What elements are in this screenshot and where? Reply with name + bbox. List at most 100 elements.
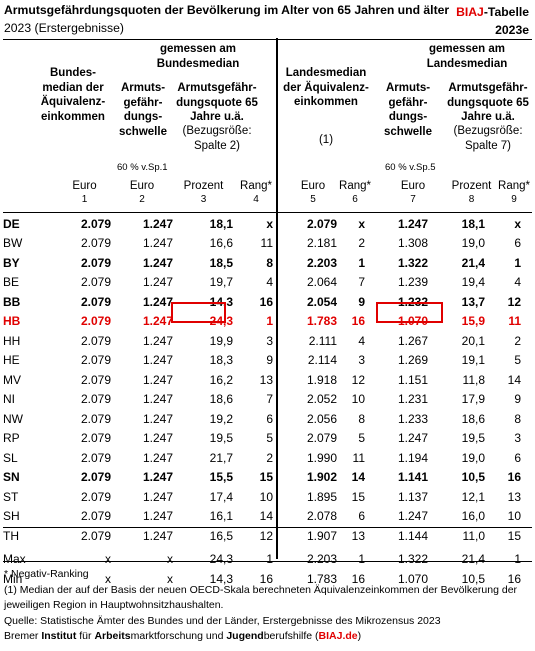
spacer-cell bbox=[273, 468, 281, 488]
header-schwelle-bund: Armuts-gefähr-dungs-schwelle bbox=[119, 82, 167, 138]
institute-part: Bremer bbox=[4, 630, 42, 642]
cell-aqb: 15,5 bbox=[209, 470, 233, 485]
cell-rb: 1 bbox=[266, 552, 273, 567]
cell-rl: 13 bbox=[507, 489, 521, 504]
column-unit: Euro 2 bbox=[113, 180, 171, 206]
cell-asb: 1.247 bbox=[142, 450, 173, 465]
spacer-cell bbox=[273, 351, 281, 371]
column-unit: Rang* 4 bbox=[236, 180, 276, 206]
cell-aql: 16,0 bbox=[461, 509, 485, 524]
cell-rl: 10 bbox=[507, 509, 521, 524]
cell-land: Min bbox=[3, 571, 23, 586]
spacer-cell bbox=[273, 487, 281, 507]
bottom-rule bbox=[3, 561, 532, 562]
cell-lm: 2.078 bbox=[306, 509, 337, 524]
spacer-cell bbox=[273, 253, 281, 273]
spacer-cell bbox=[273, 370, 281, 390]
column-unit: Prozent 8 bbox=[444, 180, 499, 206]
biaj-link[interactable]: BIAJ.de bbox=[318, 630, 358, 642]
column-unit: Euro 5 bbox=[289, 180, 337, 206]
cell-rb: 2 bbox=[266, 450, 273, 465]
cell-land: HH bbox=[3, 333, 21, 348]
table-row: NW 2.079 1.247 19,2 6 2.056 8 1.233 18,6 8 bbox=[3, 409, 521, 429]
cell-aqb: 18,6 bbox=[209, 392, 233, 407]
cell-aql: 11,0 bbox=[462, 528, 485, 543]
cell-asb: 1.247 bbox=[142, 392, 173, 407]
cell-rlm: 9 bbox=[358, 294, 365, 309]
cell-asl: 1.308 bbox=[397, 236, 428, 251]
cell-asb: 1.247 bbox=[142, 470, 173, 485]
cell-bm: 2.079 bbox=[80, 275, 111, 290]
cell-asl: 1.144 bbox=[397, 528, 428, 543]
table-row: HB 2.079 1.247 24,3 1 1.783 16 1.070 15,9 11 bbox=[3, 312, 521, 332]
cell-aqb: 18,3 bbox=[209, 353, 233, 368]
spacer-cell bbox=[273, 507, 281, 527]
badge-name: BIAJ-Tabelle bbox=[456, 3, 529, 21]
table-row: Min x x 14,3 16 1.783 16 1.070 10,5 16 bbox=[3, 569, 521, 589]
cell-asl: 1.269 bbox=[397, 353, 428, 368]
spacer-cell bbox=[273, 409, 281, 429]
cell-asb: 1.247 bbox=[142, 294, 173, 309]
column-number: 7 bbox=[410, 194, 416, 205]
cell-bm: 2.079 bbox=[80, 372, 111, 387]
cell-rb: 14 bbox=[259, 509, 273, 524]
page-title: Armutsgefährdungsquoten der Bevölkerung … bbox=[4, 3, 450, 17]
column-number: 6 bbox=[352, 194, 358, 205]
cell-asl: 1.239 bbox=[397, 275, 428, 290]
cell-rb: 6 bbox=[266, 411, 273, 426]
cell-rlm: 11 bbox=[352, 450, 365, 465]
spacer-cell bbox=[273, 312, 281, 332]
cell-asl: 1.231 bbox=[397, 392, 428, 407]
cell-rlm: 1 bbox=[358, 255, 365, 270]
table-row: BY 2.079 1.247 18,5 8 2.203 1 1.322 21,4 1 bbox=[3, 253, 521, 273]
footnote-ranking: * Negativ-Ranking bbox=[4, 568, 89, 580]
cell-asl: 1.151 bbox=[397, 372, 428, 387]
spacer-cell bbox=[273, 292, 281, 312]
cell-rb: 3 bbox=[266, 333, 273, 348]
table-row: HE 2.079 1.247 18,3 9 2.114 3 1.269 19,1 5 bbox=[3, 351, 521, 371]
cell-rlm: 4 bbox=[358, 333, 365, 348]
cell-asb: 1.247 bbox=[142, 509, 173, 524]
header-landesmedian: Landesmedian der Äquivalenz-einkommen bbox=[283, 67, 369, 108]
table-row: SL 2.079 1.247 21,7 2 1.990 11 1.194 19,0 6 bbox=[3, 448, 521, 468]
unit-label: Euro bbox=[72, 180, 97, 192]
footnote-median: (1) Median der auf der Basis der neuen O… bbox=[4, 583, 518, 612]
institute-part: marktforschung und bbox=[130, 630, 227, 642]
column-unit: Prozent 3 bbox=[176, 180, 231, 206]
cell-asb: 1.247 bbox=[142, 353, 173, 368]
group-header-landesmedian: gemessen am Landesmedian bbox=[426, 43, 508, 70]
cell-lm: 1.783 bbox=[306, 571, 337, 586]
cell-rl: x bbox=[514, 216, 521, 231]
group-header-bundesmedian: gemessen am Bundesmedian bbox=[156, 43, 240, 70]
badge-suffix: -Tabelle bbox=[483, 5, 529, 19]
cell-aqb: 14,3 bbox=[209, 571, 233, 586]
cell-aqb: 19,7 bbox=[209, 275, 233, 290]
cell-bm: 2.079 bbox=[80, 353, 111, 368]
cell-land: HB bbox=[3, 314, 21, 329]
unit-label: Rang* bbox=[339, 180, 371, 192]
cell-asl: 1.322 bbox=[397, 552, 428, 567]
cell-land: TH bbox=[3, 528, 19, 543]
cell-rlm: 10 bbox=[351, 392, 365, 407]
page-subtitle: 2023 (Erstergebnisse) bbox=[4, 21, 124, 35]
table-row: HH 2.079 1.247 19,9 3 2.111 4 1.267 20,1 2 bbox=[3, 331, 521, 351]
table-badge: BIAJ-Tabelle 2023e bbox=[456, 3, 529, 39]
table-row: DE 2.079 1.247 18,1 x 2.079 x 1.247 18,1 x bbox=[3, 214, 521, 234]
cell-asb: 1.247 bbox=[142, 236, 173, 251]
header-rule bbox=[3, 212, 532, 213]
table-row: SN 2.079 1.247 15,5 15 1.902 14 1.141 10,5 16 bbox=[3, 468, 521, 488]
table-row: BB 2.079 1.247 14,3 16 2.054 9 1.232 13,7 12 bbox=[3, 292, 521, 312]
cell-rl: 16 bbox=[507, 571, 521, 586]
header-quote-bund: Armutsgefähr-dungsquote 65 Jahre u.ä. bbox=[176, 82, 258, 123]
cell-rl: 1 bbox=[514, 255, 521, 270]
cell-rl: 8 bbox=[514, 411, 521, 426]
cell-asl: 1.247 bbox=[397, 216, 428, 231]
cell-lm: 1.783 bbox=[306, 314, 337, 329]
cell-rlm: 14 bbox=[351, 470, 365, 485]
cell-aql: 21,4 bbox=[461, 255, 485, 270]
cell-bm: 2.079 bbox=[80, 314, 111, 329]
highlight-box-hb-quote bbox=[171, 302, 226, 323]
cell-aqb: 19,2 bbox=[209, 411, 233, 426]
unit-label: Prozent bbox=[451, 180, 492, 192]
cell-land: SN bbox=[3, 470, 20, 485]
